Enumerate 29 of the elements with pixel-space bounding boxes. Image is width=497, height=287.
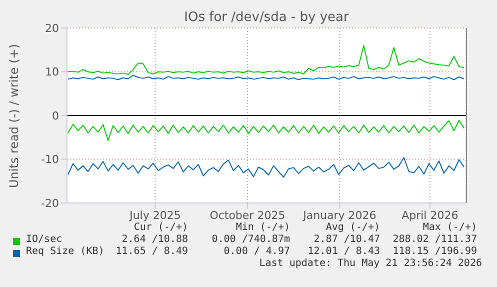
text: 0.00 / 4.97: [224, 246, 290, 257]
x-tick-label: April 2026: [402, 208, 458, 222]
x-tick-label: July 2025: [128, 208, 181, 222]
chart-title: IOs for /dev/sda - by year: [183, 10, 350, 25]
x-tick-label: October 2025: [210, 208, 286, 222]
line-series: [68, 45, 464, 75]
text: 11.65 / 8.49: [116, 246, 188, 257]
text: 0.00 /740.87m: [212, 234, 290, 245]
line-series: [68, 120, 464, 141]
x-tick-label: January 2026: [302, 208, 376, 222]
text: 288.02 /111.37: [392, 234, 477, 245]
y-tick-label: 20: [45, 22, 59, 35]
y-axis-title: Units read (-) / write (+): [7, 44, 21, 188]
text: 118.15 /196.99: [392, 246, 477, 257]
text: Max (-/+): [422, 222, 477, 233]
line-series: [68, 157, 464, 178]
text: Cur (-/+): [134, 222, 188, 233]
text: 2.87 /10.47: [314, 234, 380, 245]
y-tick-label: -10: [41, 153, 59, 166]
text: Min (-/+): [236, 222, 290, 233]
y-tick-label: -20: [41, 196, 59, 210]
legend-label: Req Size (KB): [26, 246, 104, 257]
y-tick-label: 10: [45, 66, 59, 79]
legend-label: IO/sec: [26, 234, 62, 245]
text: 2.64 /10.88: [122, 234, 188, 245]
text: Avg (-/+): [326, 222, 380, 233]
y-tick-label: 0: [52, 109, 59, 122]
text: 12.01 / 8.43: [308, 246, 380, 257]
text: Last update: Thu May 21 23:56:24 2026: [259, 258, 482, 269]
